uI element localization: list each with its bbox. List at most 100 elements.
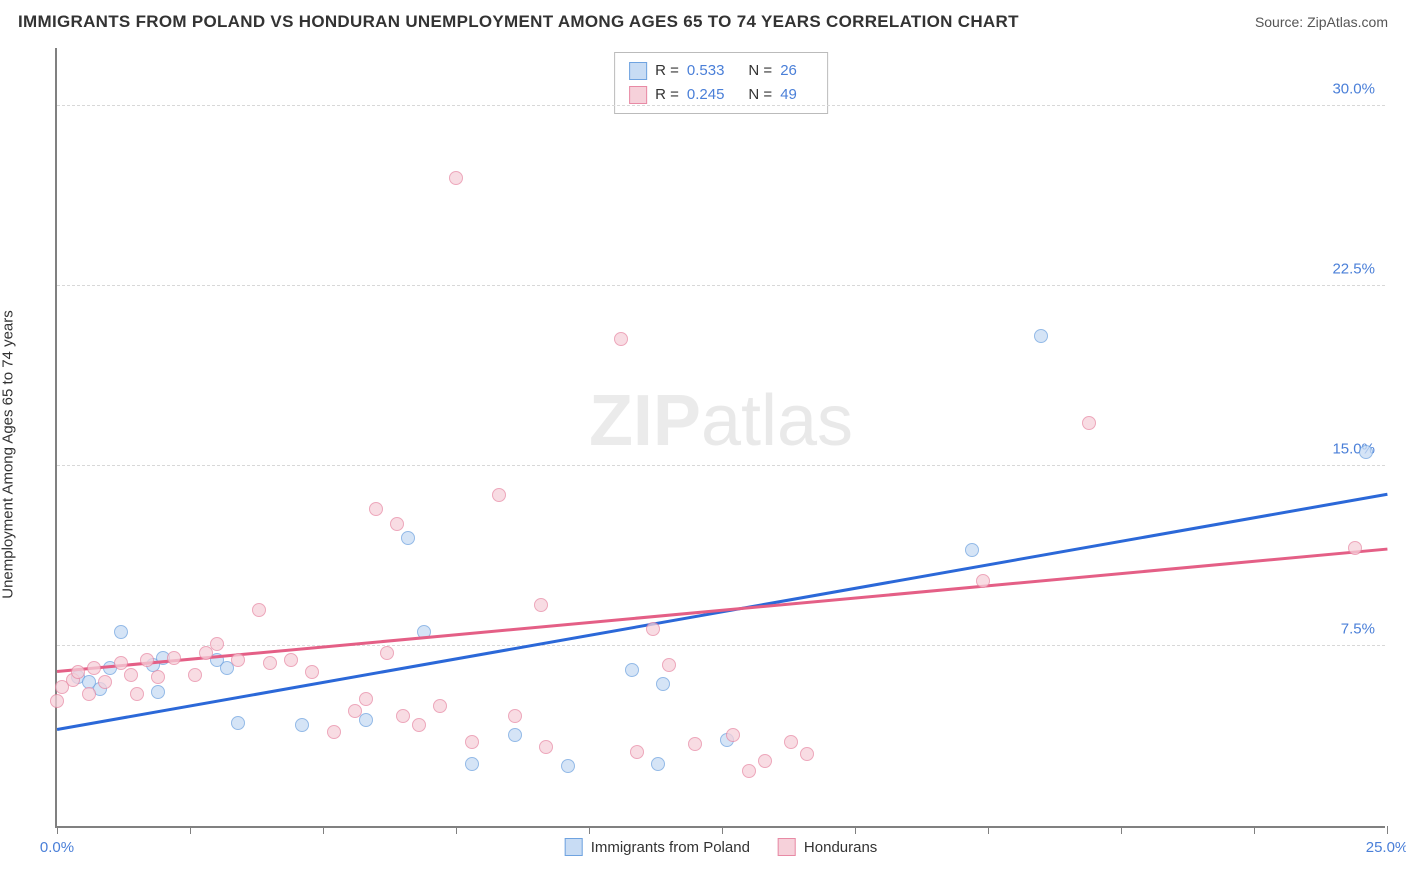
- data-point: [726, 728, 740, 742]
- data-point: [433, 699, 447, 713]
- data-point: [71, 665, 85, 679]
- data-point: [210, 637, 224, 651]
- data-point: [114, 625, 128, 639]
- data-point: [140, 653, 154, 667]
- data-point: [327, 725, 341, 739]
- legend-row-series-2: R = 0.245 N = 49: [629, 83, 813, 107]
- data-point: [87, 661, 101, 675]
- data-point: [305, 665, 319, 679]
- source-value: ZipAtlas.com: [1307, 14, 1388, 30]
- data-point: [656, 677, 670, 691]
- data-point: [82, 687, 96, 701]
- data-point: [449, 171, 463, 185]
- data-point: [561, 759, 575, 773]
- legend-label: Hondurans: [804, 839, 877, 856]
- gridline-h: [57, 465, 1385, 466]
- n-value: 26: [780, 59, 797, 83]
- r-label: R =: [655, 83, 679, 107]
- y-tick-label: 7.5%: [1341, 621, 1375, 638]
- data-point: [1034, 329, 1048, 343]
- data-point: [359, 692, 373, 706]
- data-point: [539, 740, 553, 754]
- x-tick: [456, 826, 457, 834]
- data-point: [625, 663, 639, 677]
- data-point: [231, 716, 245, 730]
- data-point: [188, 668, 202, 682]
- data-point: [114, 656, 128, 670]
- gridline-h: [57, 645, 1385, 646]
- n-value: 49: [780, 83, 797, 107]
- watermark-bold: ZIP: [589, 381, 701, 461]
- data-point: [965, 543, 979, 557]
- data-point: [614, 332, 628, 346]
- data-point: [151, 685, 165, 699]
- r-value: 0.245: [687, 83, 725, 107]
- data-point: [508, 709, 522, 723]
- data-point: [151, 670, 165, 684]
- correlation-scatter-plot: ZIPatlas R = 0.533 N = 26 R = 0.245 N = …: [55, 48, 1385, 828]
- data-point: [390, 517, 404, 531]
- series-legend: Immigrants from Poland Hondurans: [565, 838, 878, 856]
- data-point: [688, 737, 702, 751]
- r-label: R =: [655, 59, 679, 83]
- watermark-text: ZIPatlas: [589, 380, 853, 462]
- data-point: [130, 687, 144, 701]
- gridline-h: [57, 285, 1385, 286]
- data-point: [1359, 445, 1373, 459]
- data-point: [800, 747, 814, 761]
- data-point: [662, 658, 676, 672]
- legend-swatch-hondurans: [629, 86, 647, 104]
- data-point: [492, 488, 506, 502]
- data-point: [646, 622, 660, 636]
- legend-swatch-hondurans: [778, 838, 796, 856]
- y-tick-label: 30.0%: [1332, 81, 1375, 98]
- legend-item-hondurans: Hondurans: [778, 838, 877, 856]
- chart-title: IMMIGRANTS FROM POLAND VS HONDURAN UNEMP…: [18, 12, 1019, 32]
- data-point: [263, 656, 277, 670]
- data-point: [284, 653, 298, 667]
- x-tick: [1387, 826, 1388, 834]
- x-tick: [190, 826, 191, 834]
- data-point: [50, 694, 64, 708]
- legend-swatch-poland: [565, 838, 583, 856]
- data-point: [252, 603, 266, 617]
- data-point: [167, 651, 181, 665]
- x-tick-label: 25.0%: [1366, 839, 1406, 856]
- data-point: [401, 531, 415, 545]
- legend-swatch-poland: [629, 62, 647, 80]
- data-point: [412, 718, 426, 732]
- n-label: N =: [748, 83, 772, 107]
- data-point: [784, 735, 798, 749]
- legend-row-series-1: R = 0.533 N = 26: [629, 59, 813, 83]
- watermark-light: atlas: [701, 381, 853, 461]
- source-attribution: Source: ZipAtlas.com: [1255, 14, 1388, 30]
- data-point: [465, 757, 479, 771]
- x-tick: [57, 826, 58, 834]
- title-bar: IMMIGRANTS FROM POLAND VS HONDURAN UNEMP…: [18, 12, 1388, 32]
- data-point: [124, 668, 138, 682]
- data-point: [369, 502, 383, 516]
- data-point: [976, 574, 990, 588]
- x-tick: [323, 826, 324, 834]
- source-label: Source:: [1255, 14, 1307, 30]
- x-tick: [1254, 826, 1255, 834]
- x-tick-label: 0.0%: [40, 839, 74, 856]
- data-point: [396, 709, 410, 723]
- legend-item-poland: Immigrants from Poland: [565, 838, 750, 856]
- data-point: [359, 713, 373, 727]
- data-point: [380, 646, 394, 660]
- n-label: N =: [748, 59, 772, 83]
- data-point: [295, 718, 309, 732]
- data-point: [742, 764, 756, 778]
- data-point: [98, 675, 112, 689]
- data-point: [1348, 541, 1362, 555]
- gridline-h: [57, 105, 1385, 106]
- data-point: [630, 745, 644, 759]
- r-value: 0.533: [687, 59, 725, 83]
- x-tick: [589, 826, 590, 834]
- x-tick: [722, 826, 723, 834]
- x-tick: [855, 826, 856, 834]
- y-axis-label: Unemployment Among Ages 65 to 74 years: [0, 310, 17, 599]
- data-point: [1082, 416, 1096, 430]
- y-tick-label: 22.5%: [1332, 261, 1375, 278]
